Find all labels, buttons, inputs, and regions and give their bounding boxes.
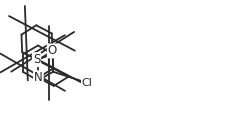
Text: S: S [33, 53, 40, 66]
Text: Cl: Cl [82, 78, 93, 88]
Text: N: N [34, 71, 43, 84]
Text: O: O [48, 44, 57, 57]
